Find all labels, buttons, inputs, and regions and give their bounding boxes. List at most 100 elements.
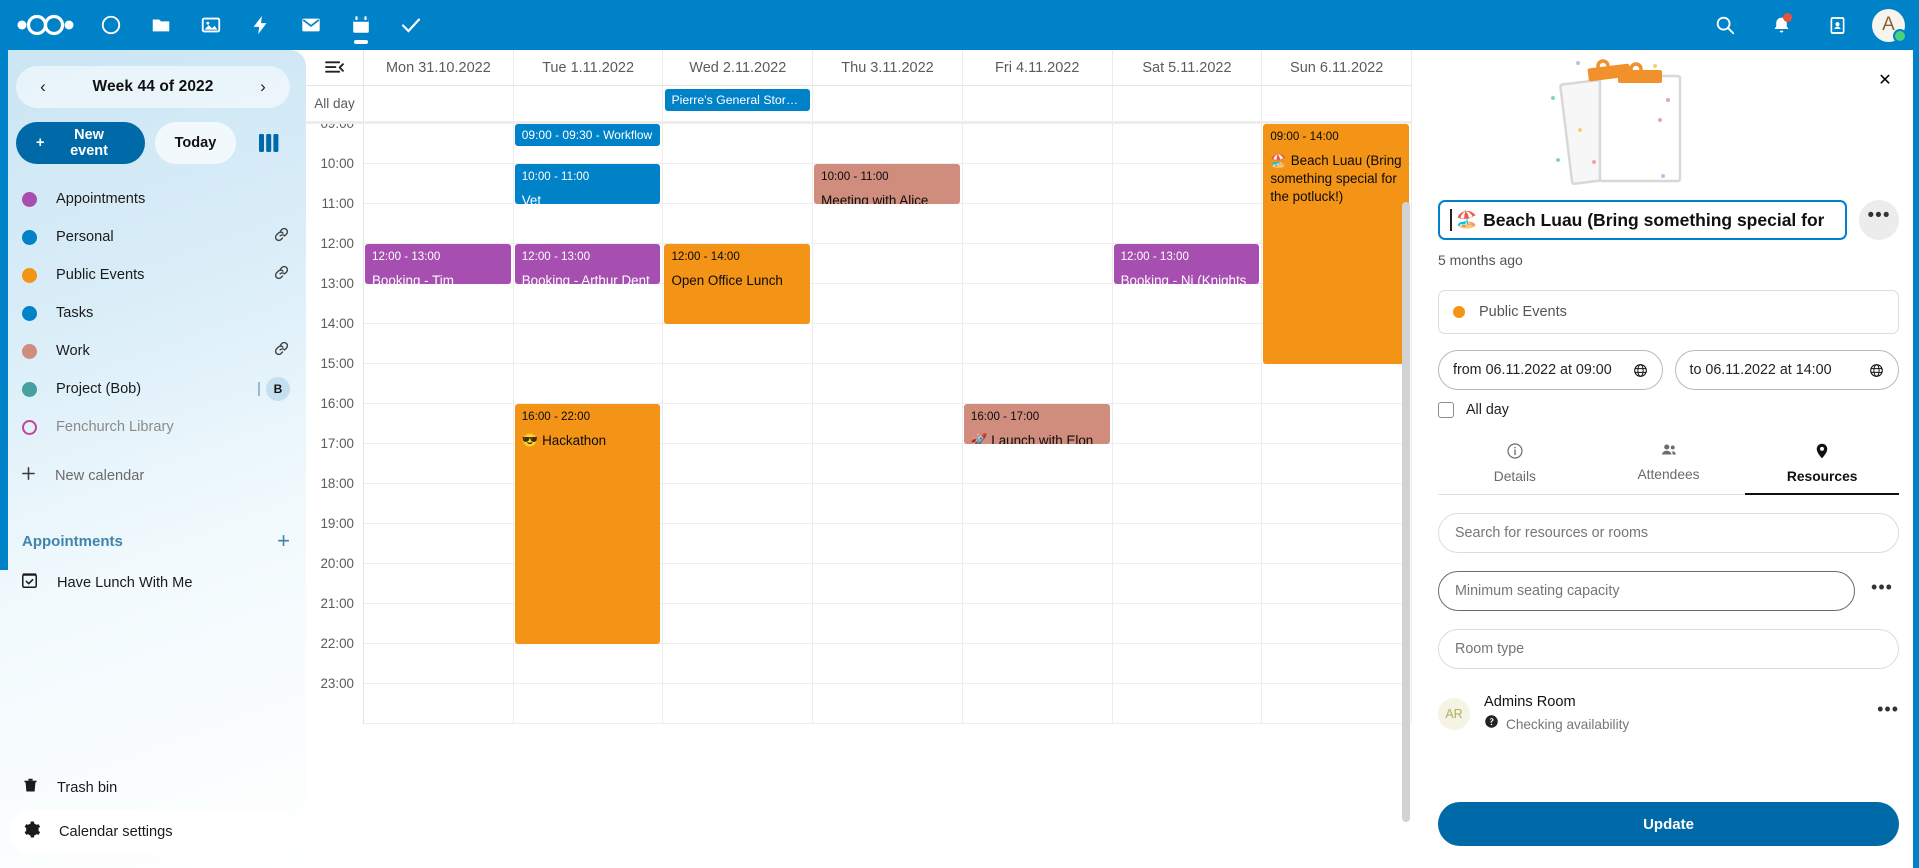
sidebar-item-appointments[interactable]: Appointments: [0, 180, 306, 218]
new-calendar-button[interactable]: New calendar: [0, 456, 306, 496]
all-day-cell-sat[interactable]: [1113, 86, 1263, 121]
day-column-sun[interactable]: 09:00 - 14:00 🏖️ Beach Luau (Bring somet…: [1262, 124, 1412, 724]
calendar-event-launch-with-elon[interactable]: 16:00 - 17:00 🚀 Launch with Elon: [963, 404, 1110, 444]
room-type-input[interactable]: Room type: [1438, 629, 1899, 669]
share-link-icon[interactable]: [273, 340, 290, 362]
avatar[interactable]: A: [1872, 8, 1907, 43]
day-header-fri[interactable]: Fri 4.11.2022: [963, 50, 1113, 85]
event-end-date-field[interactable]: to 06.11.2022 at 14:00: [1674, 350, 1899, 390]
trash-icon: [22, 776, 39, 800]
all-day-cell-wed[interactable]: Pierre's General Stor…: [663, 86, 814, 121]
calendar-event-meeting-with-alice[interactable]: 10:00 - 11:00 Meeting with Alice: [814, 164, 960, 204]
seating-more-options-button[interactable]: •••: [1871, 576, 1893, 597]
day-header-sun[interactable]: Sun 6.11.2022: [1262, 50, 1412, 85]
timezone-globe-icon[interactable]: [1633, 363, 1648, 378]
today-button[interactable]: Today: [154, 122, 237, 164]
calendar-list: Appointments Personal Public Events: [0, 180, 306, 446]
calendar-icon[interactable]: [336, 0, 386, 50]
day-header-wed[interactable]: Wed 2.11.2022: [663, 50, 814, 85]
day-header-tue[interactable]: Tue 1.11.2022: [514, 50, 664, 85]
resource-list-item[interactable]: AR Admins Room Checking availability •••: [1438, 693, 1899, 734]
day-column-fri[interactable]: 16:00 - 17:00 🚀 Launch with Elon: [962, 124, 1113, 724]
new-event-button[interactable]: + New event: [16, 122, 145, 164]
contacts-icon[interactable]: [1812, 0, 1862, 50]
time-label: 16:00: [320, 396, 354, 411]
timezone-globe-icon[interactable]: [1869, 363, 1884, 378]
all-day-cell-thu[interactable]: [813, 86, 963, 121]
previous-week-button[interactable]: ‹: [40, 77, 46, 96]
day-column-wed[interactable]: 12:00 - 14:00 Open Office Lunch: [663, 124, 814, 724]
all-day-cell-mon[interactable]: [364, 86, 514, 121]
event-title-input[interactable]: 🏖️ Beach Luau (Bring something special f…: [1438, 200, 1847, 240]
day-column-sat[interactable]: 12:00 - 13:00 Booking - Ni (Knights: [1112, 124, 1263, 724]
next-week-button[interactable]: ›: [260, 77, 266, 96]
calendar-event-open-office-lunch[interactable]: 12:00 - 14:00 Open Office Lunch: [664, 244, 811, 324]
hour-cell: [1112, 484, 1262, 524]
files-icon[interactable]: [136, 0, 186, 50]
minimum-seating-capacity-input[interactable]: Minimum seating capacity: [1438, 571, 1855, 611]
hour-cell: [364, 164, 513, 204]
close-icon[interactable]: ✕: [1878, 72, 1892, 89]
calendar-event-workflow[interactable]: 09:00 - 09:30 - Workflow: [514, 124, 661, 146]
all-day-cell-fri[interactable]: [963, 86, 1113, 121]
sidebar-item-fenchurch-library[interactable]: Fenchurch Library: [0, 408, 306, 446]
photos-icon[interactable]: [186, 0, 236, 50]
mail-icon[interactable]: [286, 0, 336, 50]
day-column-tue[interactable]: 09:00 - 09:30 - Workflow 10:00 - 11:00 V…: [513, 124, 664, 724]
hour-cell: [962, 684, 1112, 724]
event-more-actions-button[interactable]: •••: [1859, 200, 1899, 240]
view-mode-icon[interactable]: [248, 122, 290, 164]
notifications-icon[interactable]: [1756, 0, 1806, 50]
day-column-mon[interactable]: 12:00 - 13:00 Booking - Tim (Wizard): [364, 124, 514, 724]
trash-bin-button[interactable]: Trash bin: [10, 766, 296, 810]
search-icon[interactable]: [1700, 0, 1750, 50]
all-day-cell-tue[interactable]: [514, 86, 664, 121]
nextcloud-logo[interactable]: [14, 8, 76, 42]
sidebar-item-tasks[interactable]: Tasks: [0, 294, 306, 332]
share-link-icon[interactable]: [273, 226, 290, 248]
sidebar-item-project-bob[interactable]: Project (Bob) B: [0, 370, 306, 408]
dashboard-icon[interactable]: [86, 0, 136, 50]
sidebar-item-work[interactable]: Work: [0, 332, 306, 370]
tab-details[interactable]: Details: [1438, 434, 1592, 495]
hour-cell: [1112, 644, 1262, 684]
collapse-list-icon[interactable]: [306, 50, 364, 85]
sidebar-item-personal[interactable]: Personal: [0, 218, 306, 256]
calendar-event-hackathon[interactable]: 16:00 - 22:00 😎 Hackathon: [514, 404, 661, 644]
activity-icon[interactable]: [236, 0, 286, 50]
add-appointment-button[interactable]: +: [277, 528, 290, 553]
day-header-sat[interactable]: Sat 5.11.2022: [1113, 50, 1263, 85]
resource-more-options-button[interactable]: •••: [1877, 699, 1899, 719]
all-day-event[interactable]: Pierre's General Stor…: [665, 89, 811, 111]
day-header-thu[interactable]: Thu 3.11.2022: [813, 50, 963, 85]
calendar-event-booking-tim[interactable]: 12:00 - 13:00 Booking - Tim (Wizard): [365, 244, 511, 284]
all-day-checkbox[interactable]: All day: [1438, 402, 1899, 418]
time-label: 20:00: [320, 556, 354, 571]
shared-user-badge[interactable]: B: [266, 377, 290, 401]
plus-icon: [20, 465, 37, 487]
tab-resources[interactable]: Resources: [1745, 434, 1900, 495]
hour-cell: [962, 284, 1112, 324]
day-column-thu[interactable]: 10:00 - 11:00 Meeting with Alice: [813, 124, 963, 724]
hour-cell: [663, 644, 813, 684]
calendar-event-booking-arthur-dent[interactable]: 12:00 - 13:00 Booking - Arthur Dent: [514, 244, 661, 284]
calendar-scrollbar[interactable]: [1402, 202, 1410, 822]
people-icon: [1660, 442, 1678, 461]
panel-tabs: Details Attendees Resources: [1438, 434, 1900, 495]
event-start-date-field[interactable]: from 06.11.2022 at 09:00: [1438, 350, 1663, 390]
update-button[interactable]: Update: [1438, 802, 1899, 846]
appointment-item-have-lunch-with-me[interactable]: Have Lunch With Me: [0, 560, 306, 606]
calendar-body: 09:00 10:00 11:00 12:00 13:00 14:00 15:0…: [306, 124, 1412, 724]
event-calendar-select[interactable]: Public Events: [1438, 290, 1899, 334]
share-link-icon[interactable]: [273, 264, 290, 286]
calendar-settings-button[interactable]: Calendar settings: [10, 810, 296, 854]
tab-attendees[interactable]: Attendees: [1592, 434, 1746, 495]
calendar-event-vet[interactable]: 10:00 - 11:00 Vet: [514, 164, 661, 204]
calendar-event-booking-ni[interactable]: 12:00 - 13:00 Booking - Ni (Knights: [1113, 244, 1260, 284]
sidebar-item-public-events[interactable]: Public Events: [0, 256, 306, 294]
all-day-cell-sun[interactable]: [1262, 86, 1412, 121]
day-header-mon[interactable]: Mon 31.10.2022: [364, 50, 514, 85]
calendar-event-beach-luau[interactable]: 09:00 - 14:00 🏖️ Beach Luau (Bring somet…: [1263, 124, 1410, 364]
tasks-icon[interactable]: [386, 0, 436, 50]
resource-search-input[interactable]: Search for resources or rooms: [1438, 513, 1899, 553]
